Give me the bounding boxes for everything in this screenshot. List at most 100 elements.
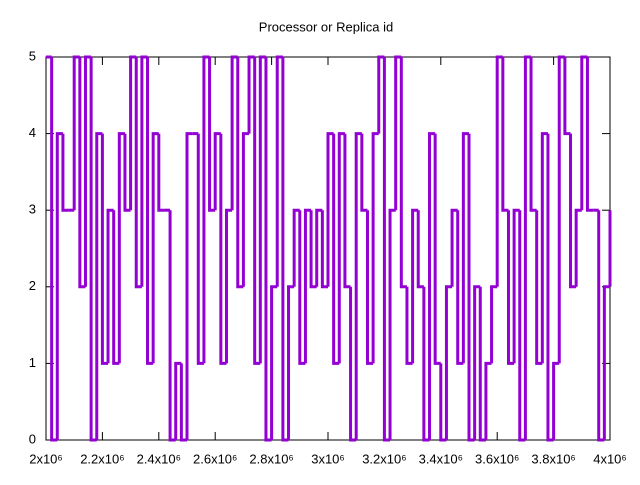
line-step (540, 132, 548, 364)
line-step (78, 57, 86, 289)
x-tick-label: 2.2x10⁶ (80, 451, 124, 466)
line-step (461, 132, 469, 364)
line-step (506, 210, 515, 365)
line-step (518, 210, 526, 442)
x-tick-label: 2.4x10⁶ (137, 451, 181, 466)
line-step (371, 132, 379, 364)
line-step (106, 208, 114, 364)
line-step (247, 55, 255, 134)
line-step (208, 57, 216, 212)
line-step (298, 210, 306, 365)
line-step (241, 132, 250, 287)
line-step (343, 133, 351, 289)
line-step (490, 285, 498, 364)
line-step (557, 55, 565, 364)
line-step (456, 210, 464, 365)
line-step (501, 57, 509, 212)
y-tick-label: 3 (29, 202, 36, 217)
x-tick-label: 2.6x10⁶ (193, 451, 237, 466)
line-step (123, 133, 131, 212)
line-step (523, 55, 532, 440)
line-step (349, 286, 357, 442)
line-step (563, 57, 571, 136)
line-step (416, 210, 424, 289)
line-step (422, 286, 430, 442)
line-step (360, 133, 368, 212)
line-step (428, 132, 436, 440)
line-step (478, 286, 486, 442)
line-step (157, 133, 165, 212)
line-step (585, 57, 594, 212)
line-step (292, 208, 300, 287)
line-step (89, 57, 97, 442)
line-step (332, 133, 340, 365)
x-tick-label: 3.4x10⁶ (419, 451, 463, 466)
line-step (185, 132, 193, 440)
line-step (602, 285, 610, 440)
y-tick-label: 2 (29, 278, 36, 293)
line-step (146, 57, 154, 365)
line-step (151, 132, 159, 364)
line-step (495, 55, 503, 287)
line-step (597, 210, 605, 442)
line-step (134, 57, 142, 289)
line-step (326, 132, 334, 287)
line-step (529, 57, 537, 212)
line-step (236, 57, 244, 289)
line-step (196, 133, 204, 365)
line-step (484, 361, 492, 440)
x-tick-label: 3.2x10⁶ (362, 451, 406, 466)
y-tick-label: 4 (29, 125, 36, 140)
line-step (377, 55, 385, 134)
line-step (320, 210, 328, 289)
line-step (287, 285, 295, 440)
line-step (112, 210, 120, 365)
y-tick-label: 1 (29, 355, 36, 370)
line-step (411, 208, 419, 364)
line-step (354, 132, 362, 440)
line-step (95, 132, 103, 440)
line-step (219, 133, 227, 365)
line-step (394, 55, 402, 211)
line-step (388, 208, 396, 440)
line-step (405, 286, 413, 365)
line-step (168, 210, 176, 442)
line-step (580, 55, 588, 211)
line-step (253, 57, 261, 365)
line-step (174, 361, 182, 440)
line-step (382, 57, 391, 442)
line-step (439, 363, 447, 442)
x-tick-label: 3.8x10⁶ (531, 451, 575, 466)
line-step (303, 208, 312, 364)
line-step (365, 210, 374, 365)
line-step (309, 210, 317, 289)
line-step (55, 132, 63, 440)
y-tick-label: 5 (29, 48, 36, 63)
line-step (546, 133, 554, 442)
line-step (275, 55, 283, 287)
line-step (50, 57, 58, 442)
x-tick-label: 3x10⁶ (311, 451, 345, 466)
line-step (512, 208, 520, 364)
line-step (258, 55, 266, 364)
line-step (433, 133, 441, 365)
line-step (224, 208, 233, 364)
line-step (535, 210, 543, 365)
x-tick-label: 2.8x10⁶ (249, 451, 293, 466)
x-tick-label: 3.6x10⁶ (475, 451, 519, 466)
line-step (450, 208, 458, 287)
line-step (61, 133, 69, 212)
x-tick-label: 4x10⁶ (593, 451, 627, 466)
line-step (100, 133, 109, 365)
line-step (552, 361, 560, 440)
line-step (83, 55, 92, 287)
line-step (399, 57, 407, 289)
line-step (281, 57, 289, 442)
line-step (72, 55, 80, 211)
line-step (117, 132, 125, 364)
line-step (337, 132, 345, 364)
line-step (569, 133, 577, 289)
line-step (179, 363, 187, 442)
y-tick-label: 0 (29, 431, 36, 446)
